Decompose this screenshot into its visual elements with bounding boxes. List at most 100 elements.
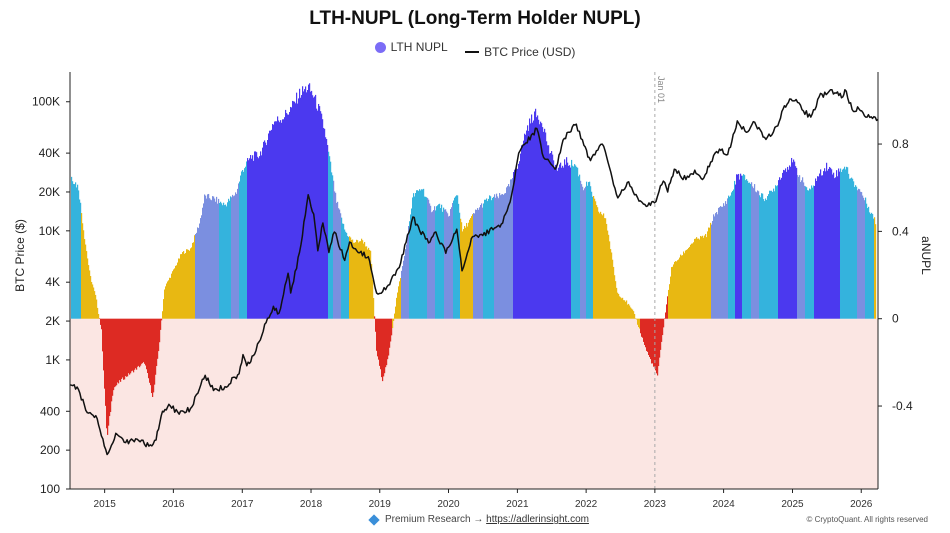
nupl-column: [517, 169, 519, 319]
nupl-column: [442, 211, 444, 319]
nupl-column: [622, 297, 624, 319]
right-axis-tick-label: 0.8: [892, 137, 909, 151]
nupl-column: [248, 160, 250, 319]
nupl-column: [636, 318, 638, 320]
legend-item-btc-price[interactable]: BTC Price (USD): [465, 45, 575, 59]
nupl-column: [560, 162, 562, 319]
footer-link[interactable]: https://adlerinsight.com: [486, 514, 589, 525]
nupl-column: [326, 138, 328, 319]
negative-zone-band: [70, 318, 878, 489]
nupl-column: [346, 232, 348, 319]
nupl-column: [419, 189, 421, 319]
nupl-column: [823, 171, 825, 319]
nupl-column: [566, 157, 568, 319]
nupl-column: [776, 186, 778, 319]
nupl-column: [755, 191, 757, 319]
nupl-column: [653, 318, 655, 367]
nupl-column: [296, 92, 298, 319]
nupl-column: [111, 318, 113, 402]
legend-item-lth-nupl[interactable]: LTH NUPL: [374, 40, 448, 54]
nupl-column: [508, 184, 510, 319]
nupl-column: [676, 261, 678, 319]
nupl-column: [813, 185, 815, 319]
nupl-column: [600, 211, 602, 319]
nupl-column: [771, 190, 773, 319]
nupl-column: [86, 251, 88, 319]
nupl-column: [739, 179, 741, 319]
nupl-column: [226, 206, 228, 319]
nupl-column: [826, 162, 828, 319]
x-axis-tick-label: 2017: [231, 499, 254, 510]
nupl-column: [475, 209, 477, 319]
nupl-column: [119, 318, 121, 381]
nupl-column: [228, 198, 230, 319]
nupl-column: [504, 193, 506, 319]
left-axis-tick-label: 100K: [32, 95, 60, 109]
nupl-column: [638, 318, 640, 328]
nupl-column: [515, 171, 517, 319]
nupl-column: [854, 186, 856, 319]
nupl-column: [162, 311, 164, 319]
nupl-column: [179, 258, 181, 319]
nupl-column: [658, 318, 660, 367]
nupl-column: [798, 176, 800, 319]
nupl-column: [295, 103, 297, 319]
nupl-column: [402, 266, 404, 319]
nupl-column: [668, 289, 670, 319]
legend-swatch-btc-price: [465, 50, 480, 53]
nupl-column: [684, 253, 686, 319]
nupl-column: [583, 190, 585, 319]
nupl-column: [261, 155, 263, 319]
nupl-column: [729, 196, 731, 319]
nupl-column: [473, 213, 475, 319]
nupl-column: [155, 318, 157, 375]
nupl-column: [502, 194, 504, 319]
nupl-column: [201, 215, 203, 319]
nupl-column: [605, 218, 607, 319]
nupl-column: [750, 183, 752, 319]
nupl-column: [107, 318, 109, 435]
nupl-column: [805, 186, 807, 319]
nupl-column: [498, 198, 500, 319]
nupl-column: [379, 318, 381, 366]
nupl-column: [307, 90, 309, 319]
nupl-column: [594, 198, 596, 319]
nupl-column: [505, 193, 507, 319]
nupl-column: [274, 121, 276, 319]
nupl-column: [712, 220, 714, 319]
nupl-column: [558, 167, 560, 319]
x-axis-tick-label: 2024: [712, 499, 735, 510]
nupl-column: [276, 121, 278, 319]
nupl-column: [151, 318, 153, 394]
nupl-column: [838, 168, 840, 319]
nupl-column: [662, 318, 664, 336]
nupl-column: [267, 140, 269, 319]
nupl-column: [692, 243, 694, 319]
nupl-column: [606, 223, 608, 319]
nupl-column: [640, 318, 642, 334]
nupl-column: [137, 318, 139, 367]
nupl-column: [203, 203, 205, 319]
nupl-column: [748, 182, 750, 319]
nupl-column: [243, 171, 245, 319]
nupl-column: [674, 261, 676, 319]
nupl-column: [120, 318, 122, 382]
nupl-column: [372, 279, 374, 319]
nupl-column: [572, 165, 574, 319]
nupl-column: [338, 208, 340, 319]
nupl-column: [429, 203, 431, 319]
nupl-column: [655, 318, 657, 371]
nupl-column: [645, 318, 647, 348]
nupl-column: [134, 318, 136, 370]
nupl-column: [316, 108, 318, 319]
nupl-column: [247, 158, 249, 319]
nupl-column: [787, 166, 789, 319]
nupl-column: [161, 318, 163, 321]
nupl-column: [352, 239, 354, 319]
nupl-column: [791, 157, 793, 319]
nupl-column: [761, 193, 763, 319]
nupl-column: [158, 318, 160, 352]
nupl-column: [797, 175, 799, 319]
btc-price-series: [69, 88, 879, 456]
nupl-column: [403, 260, 405, 319]
